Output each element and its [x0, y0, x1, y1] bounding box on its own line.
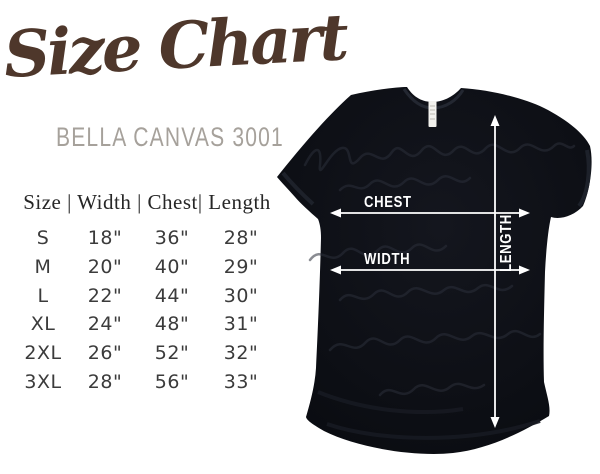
table-cell-chest: 52"	[154, 342, 190, 365]
sleeve-cuff-right	[577, 149, 591, 208]
table-cell-width: 20"	[87, 256, 123, 279]
table-cell-width: 26"	[87, 342, 123, 365]
table-cell-length: 28"	[223, 227, 259, 250]
table-cell-chest: 44"	[154, 284, 190, 307]
table-cell-width: 24"	[87, 313, 123, 336]
measurement-arrows	[336, 121, 524, 422]
length-label-group: LENGTH	[498, 214, 515, 272]
size-table: Size | Width | Chest| Length S 18" 36" 2…	[14, 190, 280, 396]
watermark-script	[303, 142, 576, 397]
table-cell-chest: 36"	[154, 227, 190, 250]
table-cell-length: 31"	[223, 313, 259, 336]
table-cell-width: 22"	[87, 284, 123, 307]
table-cell-chest: 48"	[154, 313, 190, 336]
sleeve-cuff-left	[281, 171, 315, 206]
table-cell-size: M	[34, 256, 52, 279]
neck-tag	[428, 101, 437, 127]
length-label: LENGTH	[498, 214, 515, 272]
width-label: WIDTH	[364, 251, 410, 268]
table-cell-size: L	[37, 284, 49, 307]
table-cell-length: 32"	[223, 342, 259, 365]
chest-label-group: CHEST	[364, 194, 412, 211]
table-cell-chest: 40"	[154, 256, 190, 279]
table-cell-length: 29"	[223, 256, 259, 279]
hem-folds	[317, 390, 541, 440]
table-cell-size: XL	[30, 313, 56, 336]
width-label-group: WIDTH	[364, 251, 410, 268]
table-cell-length: 33"	[223, 370, 259, 393]
chest-label: CHEST	[364, 194, 412, 211]
product-name: BELLA CANVAS 3001	[56, 122, 284, 152]
table-cell-size: 3XL	[24, 370, 62, 393]
table-cell-width: 28"	[87, 370, 123, 393]
table-cell-size: 2XL	[24, 342, 62, 365]
arrowheads	[330, 115, 530, 428]
table-cell-chest: 56"	[154, 370, 190, 393]
size-table-header: Size | Width | Chest| Length	[23, 190, 271, 214]
table-cell-length: 30"	[223, 284, 259, 307]
table-cell-width: 18"	[87, 227, 123, 250]
table-cell-size: S	[36, 227, 50, 250]
size-table-body: S 18" 36" 28" M 20" 40" 29" L 22" 44" 30…	[14, 224, 280, 396]
